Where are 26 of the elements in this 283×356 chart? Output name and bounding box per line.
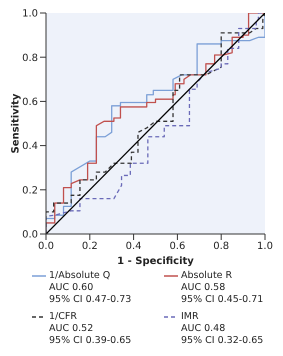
x-tick-label: 0.0: [38, 241, 54, 252]
legend-label: 1/CFR: [49, 311, 77, 323]
text: AUC 0.60: [48, 282, 94, 294]
y-tick-label: 0.4: [22, 141, 38, 152]
y-tick-label: 0.2: [22, 185, 38, 196]
text: AUC 0.48: [180, 323, 226, 335]
legend-label: 1/Absolute Q: [49, 270, 110, 282]
text: 95% CI 0.39-0.65: [48, 335, 132, 347]
x-tick-label: 0.6: [169, 241, 186, 252]
text: 95% CI 0.47-0.73: [48, 294, 132, 306]
text: 95% CI 0.32-0.65: [180, 335, 264, 347]
y-tick-label: 0.6: [22, 96, 38, 108]
x-tick-label: 0.2: [82, 241, 98, 252]
legend-label: Absolute R: [181, 270, 232, 282]
text: AUC 0.58: [180, 282, 226, 294]
x-tick-label: 1.0: [257, 241, 273, 252]
x-tick-label: 0.8: [213, 241, 230, 252]
y-axis-title: Sensitivity: [10, 93, 22, 154]
text: AUC 0.52: [48, 323, 94, 335]
y-tick-label: 1.0: [22, 8, 38, 20]
x-tick-label: 0.4: [126, 241, 142, 252]
text: 95% CI 0.45-0.71: [180, 294, 264, 306]
x-axis-title: 1 - Specificity: [117, 256, 194, 267]
y-tick-label: 0.8: [22, 52, 38, 64]
legend-label: IMR: [181, 311, 199, 323]
y-tick-label: 0.0: [22, 230, 38, 241]
